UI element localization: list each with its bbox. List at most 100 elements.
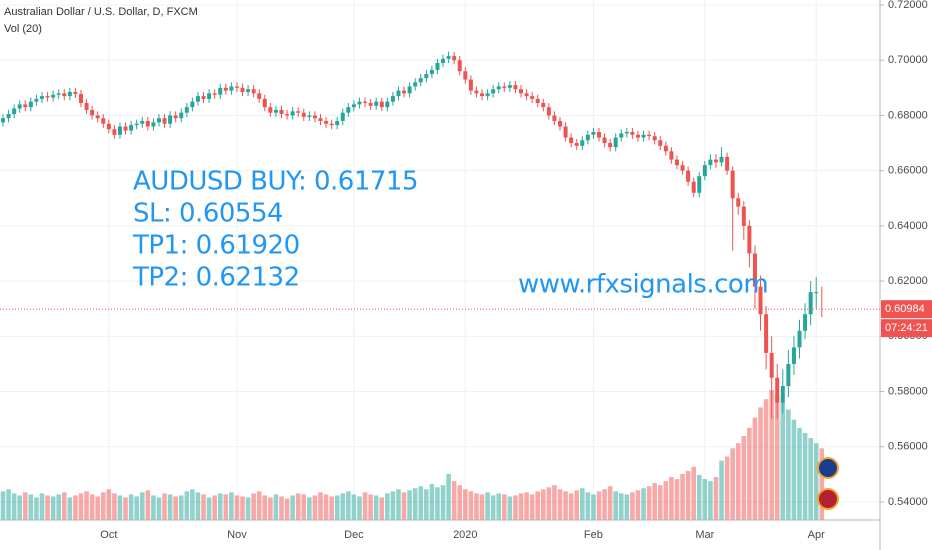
volume-bar	[173, 496, 178, 520]
flags	[817, 457, 839, 510]
volume-bar	[563, 491, 568, 520]
candle-body	[17, 104, 22, 109]
grid	[0, 0, 880, 520]
volume-bar	[45, 495, 50, 520]
candle-body	[413, 82, 418, 87]
volume-bar	[6, 489, 11, 520]
volume-bar	[819, 448, 825, 520]
candle-body	[485, 93, 490, 97]
candle-body	[240, 87, 245, 92]
candle-body	[51, 94, 56, 98]
candle-body	[747, 225, 752, 254]
volume-bar	[602, 489, 607, 520]
candle-body	[78, 93, 83, 104]
candle-body	[752, 253, 757, 287]
candle-body	[1, 118, 5, 123]
volume-bar	[813, 443, 819, 520]
volume-bar	[151, 495, 156, 520]
candle-body	[173, 115, 178, 119]
annotation: SL: 0.60554	[133, 199, 283, 229]
candle-body	[39, 96, 44, 99]
volume-bar	[791, 419, 797, 520]
x-tick-label: Mar	[695, 529, 714, 541]
volume-bar	[485, 492, 490, 520]
candle-body	[507, 85, 512, 88]
candle-body	[273, 109, 278, 113]
candle-body	[106, 123, 111, 130]
volume-bar	[78, 493, 84, 520]
volume-bar	[457, 485, 463, 520]
candle-body	[524, 93, 529, 97]
candle-body	[563, 126, 568, 138]
candle-body	[168, 115, 173, 124]
candle-body	[340, 112, 345, 121]
candle-body	[129, 125, 134, 131]
candle-body	[151, 122, 156, 127]
volume-bar	[362, 492, 368, 520]
volume-bar	[234, 495, 240, 520]
candle-body	[117, 126, 122, 135]
volume-bar	[351, 494, 357, 520]
volume-bar	[128, 494, 134, 520]
volume-bar	[474, 493, 479, 520]
candle-body	[162, 118, 167, 124]
volume-bar	[446, 473, 451, 520]
countdown-tag	[881, 319, 932, 338]
candle-body	[12, 108, 17, 115]
volume-bar	[635, 490, 641, 520]
volume-bar	[468, 491, 474, 520]
candle-body	[379, 101, 384, 108]
volume-bar	[769, 390, 774, 520]
volume-bar	[0, 491, 6, 520]
volume-bar	[34, 497, 39, 520]
chart-title: Australian Dollar / U.S. Dollar, D, FXCM	[4, 6, 198, 18]
volume-bar	[496, 493, 502, 520]
volume-bar	[262, 495, 268, 520]
candle-body	[279, 109, 284, 115]
x-tick-label: Nov	[227, 529, 247, 541]
volume-bar	[295, 493, 301, 520]
volume-bar	[340, 493, 346, 520]
candle-body	[741, 206, 746, 226]
y-tick-label: 0.70000	[888, 54, 928, 66]
candle-body	[519, 89, 524, 94]
x-tick-label: 2020	[453, 529, 477, 541]
volume-bar	[741, 436, 747, 520]
candle-body	[591, 132, 596, 135]
candle-body	[791, 347, 796, 364]
candle-body	[730, 170, 735, 199]
volume-bar	[463, 489, 468, 520]
candle-body	[619, 133, 624, 138]
volume-bar	[346, 491, 351, 520]
volume-bar	[674, 479, 680, 520]
volume-bar	[513, 495, 518, 520]
volume-bar	[663, 481, 669, 520]
volume-bar	[301, 494, 307, 520]
candle-body	[156, 118, 161, 123]
volume-bar	[719, 460, 724, 520]
y-tick-label: 0.58000	[888, 385, 928, 397]
candle-body	[84, 103, 89, 110]
volume-bar	[540, 489, 546, 520]
volume-bar	[329, 496, 334, 520]
candle-body	[112, 129, 117, 135]
candle-body	[446, 56, 451, 59]
candle-body	[390, 96, 395, 102]
candle-body	[814, 292, 819, 294]
candle-body	[396, 90, 401, 97]
volume-bar	[747, 427, 752, 520]
volume-bar	[112, 493, 117, 520]
candle-body	[558, 120, 562, 127]
volume-bar	[702, 479, 708, 520]
candle-body	[312, 115, 317, 119]
candle-body	[697, 176, 702, 193]
candle-body	[502, 86, 507, 88]
y-tick-label: 0.72000	[888, 0, 928, 11]
candle-body	[268, 107, 273, 113]
candle-body	[613, 137, 618, 148]
candle-body	[574, 143, 579, 146]
candle-body	[307, 115, 312, 117]
candle-body	[474, 90, 479, 94]
indicator-label: Vol (20)	[4, 23, 42, 35]
volume-bar	[212, 495, 217, 520]
